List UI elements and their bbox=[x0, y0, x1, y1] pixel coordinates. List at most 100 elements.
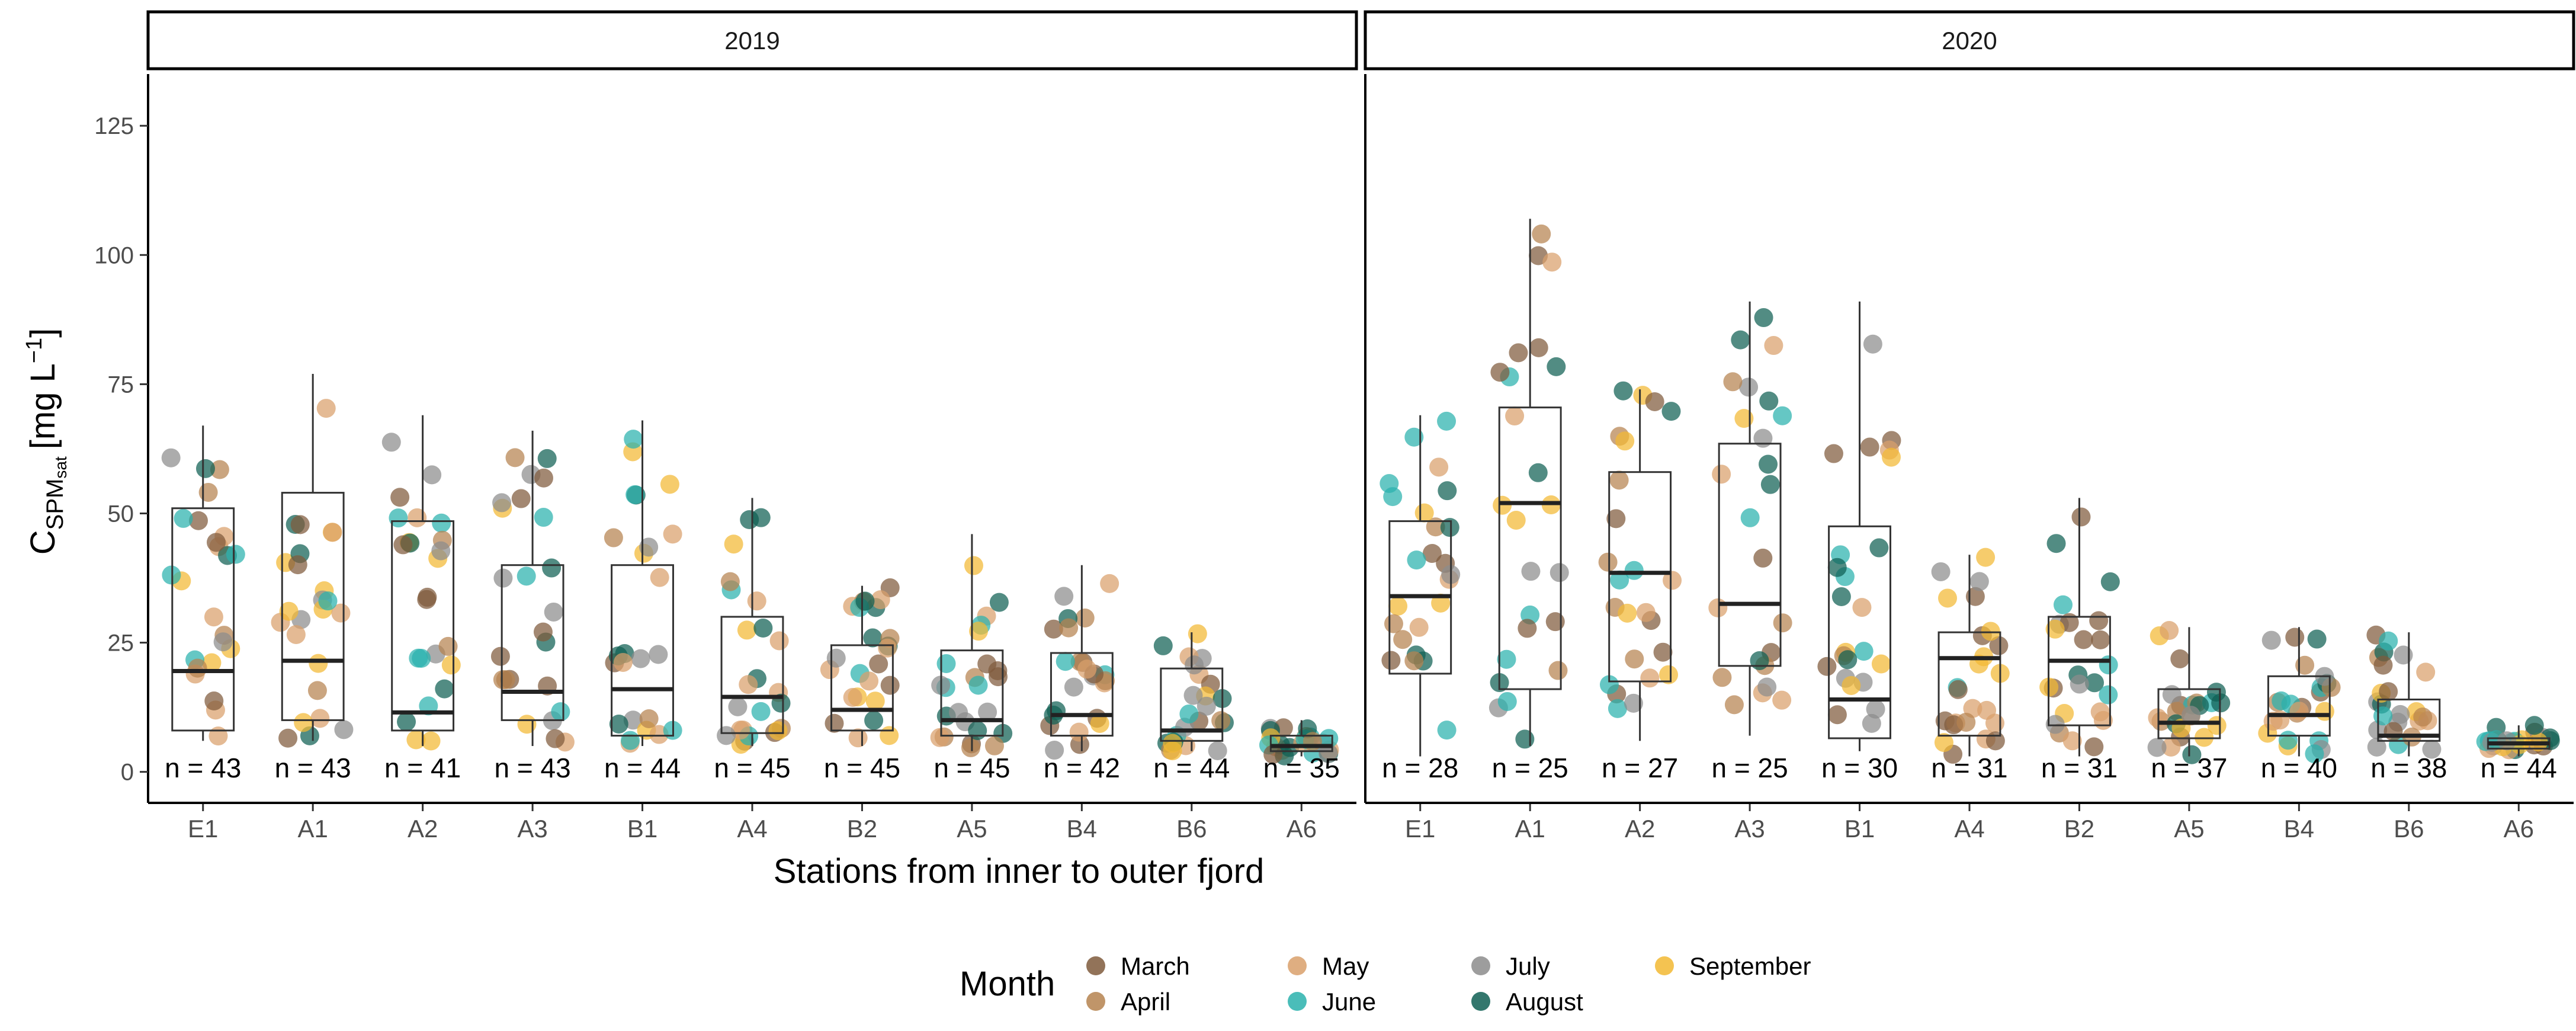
data-point bbox=[936, 654, 956, 673]
data-point bbox=[1948, 680, 1968, 699]
data-point bbox=[751, 508, 771, 527]
box bbox=[1608, 471, 1672, 683]
data-point bbox=[412, 649, 431, 668]
legend-entry-april: April bbox=[1086, 988, 1170, 1016]
y-tick-label: 0 bbox=[121, 760, 134, 786]
facet-strip bbox=[1364, 10, 2575, 71]
data-point bbox=[2084, 737, 2104, 757]
y-tick-label: 75 bbox=[108, 372, 134, 398]
data-point bbox=[1757, 677, 1777, 697]
data-point bbox=[1263, 745, 1283, 764]
data-point bbox=[2181, 706, 2200, 725]
data-point bbox=[1759, 454, 1778, 474]
data-point bbox=[1407, 550, 1426, 570]
x-tick-label: A5 bbox=[2174, 815, 2204, 843]
legend-label: May bbox=[1322, 952, 1369, 980]
data-point bbox=[930, 728, 949, 747]
data-point bbox=[307, 681, 327, 700]
x-axis-title: Stations from inner to outer fjord bbox=[774, 852, 1265, 891]
data-point bbox=[2379, 631, 2398, 651]
data-point bbox=[1969, 572, 1989, 591]
data-point bbox=[968, 721, 987, 740]
data-point bbox=[207, 533, 226, 552]
x-tick-label: A4 bbox=[1954, 815, 1984, 843]
box bbox=[2157, 688, 2221, 739]
data-point bbox=[198, 482, 218, 502]
n-label: n = 43 bbox=[165, 753, 241, 783]
legend-title: Month bbox=[960, 965, 1055, 1003]
data-point bbox=[604, 528, 623, 547]
data-point bbox=[1659, 665, 1679, 684]
data-point bbox=[1404, 651, 1424, 671]
data-point bbox=[769, 631, 789, 651]
legend-label: March bbox=[1121, 952, 1190, 980]
data-point bbox=[2413, 707, 2433, 727]
x-tick-label: A2 bbox=[408, 815, 438, 843]
data-point bbox=[1490, 363, 1510, 382]
station-group: n = 31 A4 bbox=[1931, 547, 2010, 843]
data-point bbox=[1740, 508, 1760, 527]
legend-entry-august: August bbox=[1471, 988, 1583, 1016]
data-point bbox=[1750, 651, 1769, 670]
data-point bbox=[1090, 713, 1109, 733]
data-point bbox=[1609, 470, 1629, 490]
data-point bbox=[279, 601, 299, 621]
data-point bbox=[422, 465, 442, 485]
data-point bbox=[989, 593, 1009, 612]
data-point bbox=[977, 654, 997, 674]
data-point bbox=[1764, 336, 1783, 356]
data-point bbox=[278, 728, 298, 748]
data-point bbox=[871, 590, 890, 610]
data-point bbox=[418, 587, 437, 607]
data-point bbox=[1640, 668, 1660, 688]
n-label: n = 31 bbox=[1931, 753, 2007, 783]
data-point bbox=[1753, 428, 1773, 448]
n-label: n = 38 bbox=[2370, 753, 2447, 783]
legend-entry-july: July bbox=[1471, 952, 1550, 980]
data-point bbox=[1506, 510, 1526, 530]
facet-strip-label: 2019 bbox=[724, 27, 779, 55]
data-point bbox=[1515, 729, 1535, 749]
n-label: n = 25 bbox=[1492, 753, 1568, 783]
data-point bbox=[517, 566, 536, 586]
box bbox=[2267, 675, 2331, 737]
n-label: n = 43 bbox=[275, 753, 351, 783]
data-point bbox=[1934, 733, 1953, 753]
box bbox=[501, 564, 564, 721]
data-point bbox=[865, 691, 885, 711]
data-point bbox=[1599, 675, 1619, 694]
data-point bbox=[880, 726, 899, 745]
data-point bbox=[517, 715, 537, 734]
data-point bbox=[441, 655, 461, 675]
data-point bbox=[397, 712, 416, 732]
data-point bbox=[1188, 624, 1207, 643]
data-point bbox=[2524, 716, 2544, 735]
data-point bbox=[1532, 224, 1551, 244]
data-point bbox=[724, 534, 743, 554]
data-point bbox=[1712, 465, 1731, 484]
data-point bbox=[2206, 683, 2226, 702]
legend-entry-march: March bbox=[1086, 952, 1190, 980]
data-point bbox=[1075, 609, 1095, 628]
legend-entry-september: September bbox=[1655, 952, 1811, 980]
data-point bbox=[331, 603, 351, 623]
data-point bbox=[1319, 729, 1339, 748]
n-label: n = 45 bbox=[714, 753, 790, 783]
data-point bbox=[1509, 343, 1528, 363]
data-point bbox=[1956, 712, 1976, 732]
data-point bbox=[2416, 662, 2436, 682]
data-point bbox=[1625, 649, 1644, 669]
data-point bbox=[1854, 642, 1874, 661]
data-point bbox=[631, 649, 650, 668]
data-point bbox=[737, 620, 756, 640]
y-tick-label: 125 bbox=[94, 113, 134, 139]
data-point bbox=[2099, 685, 2118, 705]
data-point bbox=[2383, 722, 2403, 741]
data-point bbox=[1965, 587, 1985, 606]
data-point bbox=[188, 658, 207, 678]
station-group: n = 43 E1 bbox=[161, 425, 245, 843]
x-tick-label: E1 bbox=[188, 815, 218, 843]
data-point bbox=[496, 670, 515, 690]
x-tick-label: B2 bbox=[847, 815, 877, 843]
